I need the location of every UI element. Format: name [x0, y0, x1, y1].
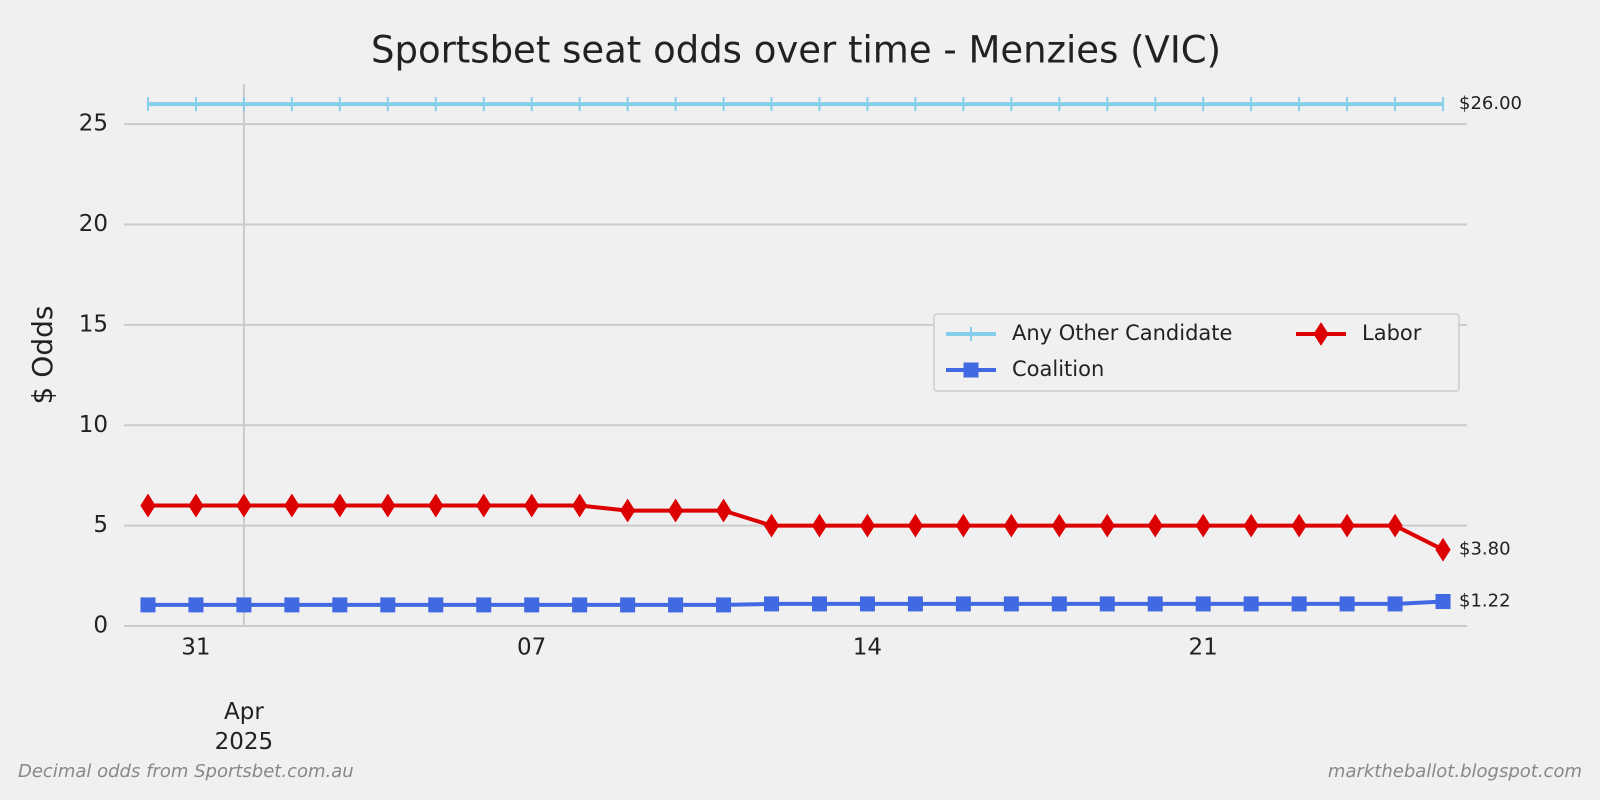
marker	[572, 597, 588, 613]
marker	[620, 597, 636, 613]
marker	[811, 513, 828, 538]
marker	[428, 597, 444, 613]
marker	[236, 493, 252, 518]
marker	[188, 493, 204, 518]
marker	[1243, 596, 1259, 612]
marker	[1243, 513, 1259, 538]
marker	[380, 493, 396, 518]
x-tick-label: 21	[1189, 635, 1218, 661]
series: $1.22	[140, 591, 1511, 613]
credit: marktheballot.blogspot.com	[1328, 761, 1582, 782]
marker	[524, 597, 540, 613]
marker	[907, 596, 923, 612]
marker	[764, 596, 780, 612]
marker	[715, 498, 732, 523]
marker	[524, 493, 540, 518]
marker	[1099, 513, 1115, 538]
marker	[1147, 596, 1163, 612]
x-tick-label: 14	[853, 635, 882, 661]
marker	[1435, 594, 1451, 610]
y-tick-label: 10	[79, 412, 108, 438]
marker	[380, 597, 396, 613]
marker	[1051, 596, 1067, 612]
marker	[1339, 596, 1355, 612]
legend-label: Coalition	[1012, 357, 1104, 381]
legend-label: Any Other Candidate	[1012, 321, 1232, 345]
marker	[476, 597, 492, 613]
marker	[332, 597, 348, 613]
marker	[1387, 596, 1403, 612]
y-tick-label: 15	[79, 311, 108, 337]
chart-title: Sportsbet seat odds over time - Menzies …	[371, 29, 1221, 72]
marker	[667, 498, 684, 523]
value-label: $1.22	[1459, 591, 1511, 612]
marker	[620, 498, 636, 523]
value-label: $26.00	[1459, 93, 1522, 114]
marker	[1051, 513, 1067, 538]
marker	[859, 513, 876, 538]
y-tick-label: 0	[93, 613, 108, 639]
marker	[284, 493, 300, 518]
series: $3.80	[140, 493, 1511, 562]
marker	[811, 596, 827, 612]
marker	[1435, 537, 1451, 562]
marker	[955, 513, 971, 538]
marker	[859, 596, 875, 612]
y-tick-label: 20	[79, 211, 108, 237]
x-tick-label: Apr 2025	[214, 699, 274, 755]
x-tick-label: 07	[517, 635, 546, 661]
line	[147, 599, 1444, 607]
x-tick-label: 31	[181, 635, 210, 661]
marker	[1387, 513, 1403, 538]
legend-label: Labor	[1362, 321, 1422, 345]
y-axis-label: $ Odds	[26, 306, 59, 405]
marker	[668, 597, 684, 613]
marker	[476, 493, 492, 518]
marker	[428, 493, 444, 518]
marker	[572, 493, 588, 518]
marker	[1291, 513, 1307, 538]
line	[147, 503, 1444, 552]
marker	[284, 597, 300, 613]
marker	[716, 597, 732, 613]
marker	[1003, 596, 1019, 612]
marker	[907, 513, 924, 538]
marker	[140, 597, 156, 613]
marker	[188, 597, 204, 613]
source-note: Decimal odds from Sportsbet.com.au	[18, 761, 354, 782]
marker	[332, 493, 348, 518]
marker	[1099, 596, 1115, 612]
marker	[763, 513, 780, 538]
marker	[1291, 596, 1307, 612]
marker	[963, 362, 979, 378]
value-label: $3.80	[1459, 539, 1511, 560]
y-tick-label: 5	[93, 512, 108, 538]
y-tick-label: 25	[79, 111, 108, 137]
marker	[1195, 596, 1211, 612]
marker	[236, 597, 252, 613]
series: $26.00	[146, 93, 1522, 114]
marker	[1147, 513, 1163, 538]
marker	[1003, 513, 1019, 538]
marker	[1339, 513, 1355, 538]
marker	[1195, 513, 1211, 538]
marker	[1313, 322, 1329, 346]
marker	[955, 596, 971, 612]
marker	[140, 493, 156, 518]
